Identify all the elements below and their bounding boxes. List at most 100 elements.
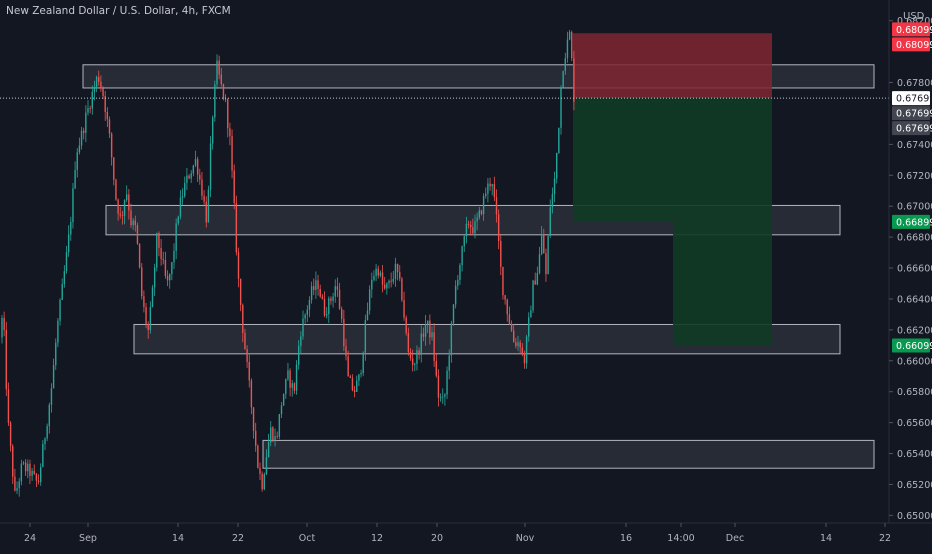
candle-body bbox=[98, 76, 100, 82]
candle-body bbox=[216, 60, 218, 85]
candle-body bbox=[44, 438, 46, 444]
candle-body bbox=[302, 318, 304, 337]
candle-body bbox=[495, 197, 498, 215]
candle-body bbox=[310, 286, 313, 300]
price-label-text: 0.67699 bbox=[896, 109, 932, 120]
candle-body bbox=[558, 127, 560, 153]
candle-body bbox=[497, 214, 500, 241]
time-tick-label: Nov bbox=[516, 533, 535, 544]
candle-body bbox=[35, 473, 38, 481]
candle-body bbox=[446, 370, 448, 395]
candle-body bbox=[433, 332, 435, 361]
candle-body bbox=[298, 346, 300, 365]
candle-body bbox=[429, 320, 431, 338]
candle-body bbox=[306, 309, 308, 315]
candle-body bbox=[530, 310, 532, 318]
candle-body bbox=[65, 252, 68, 272]
candle-body bbox=[95, 76, 98, 87]
price-label-target[interactable] bbox=[892, 214, 930, 229]
candle-body bbox=[457, 279, 459, 286]
price-label-text: 0.66899 bbox=[896, 217, 932, 228]
time-axis[interactable]: 24 Sep 14 22 Oct 12 20 Nov 16 14:00 Dec 14 22 bbox=[0, 522, 932, 544]
candle-body bbox=[366, 310, 369, 320]
candle-body bbox=[442, 396, 444, 398]
candle-body bbox=[14, 476, 16, 491]
candle-body bbox=[235, 202, 238, 253]
candle-body bbox=[274, 436, 276, 441]
candle-body bbox=[85, 112, 87, 133]
candle-body bbox=[5, 330, 7, 390]
candle-body bbox=[278, 414, 281, 437]
candle-body bbox=[349, 376, 351, 378]
candle-body bbox=[392, 278, 394, 282]
candle-body bbox=[52, 365, 55, 389]
candle-body bbox=[9, 422, 12, 447]
candle-body bbox=[485, 193, 487, 196]
candle-body bbox=[470, 224, 472, 228]
time-tick-label: 14 bbox=[820, 533, 832, 544]
candle-body bbox=[323, 298, 326, 316]
candle-body bbox=[231, 136, 233, 171]
candle-body bbox=[16, 488, 18, 491]
candle-body bbox=[356, 380, 358, 392]
price-label-entry[interactable] bbox=[892, 121, 930, 136]
support-zone-bottom[interactable] bbox=[262, 439, 875, 469]
candle-body bbox=[70, 222, 72, 235]
price-label-stop[interactable] bbox=[892, 22, 930, 37]
position-layer bbox=[573, 33, 772, 346]
candle-body bbox=[573, 58, 575, 102]
candle-body bbox=[368, 289, 371, 311]
candle-body bbox=[566, 39, 569, 59]
candle-body bbox=[282, 394, 285, 406]
candle-body bbox=[164, 260, 167, 276]
price-label-stop[interactable] bbox=[892, 37, 930, 52]
candle-body bbox=[143, 296, 145, 307]
candle-body bbox=[261, 473, 263, 490]
candle-body bbox=[405, 317, 407, 334]
candle-body bbox=[571, 32, 573, 59]
candle-body bbox=[239, 278, 242, 305]
price-label-target[interactable] bbox=[892, 338, 930, 353]
candle-body bbox=[437, 375, 440, 398]
candle-body bbox=[224, 98, 227, 100]
price-label-text: 0.67699 bbox=[896, 94, 932, 105]
candle-body bbox=[149, 306, 152, 331]
candle-body bbox=[416, 350, 418, 364]
candle-body bbox=[151, 287, 154, 307]
candle-body bbox=[119, 213, 121, 216]
candle-body bbox=[46, 426, 48, 439]
stop-loss-zone[interactable] bbox=[573, 33, 772, 99]
candle-body bbox=[386, 283, 388, 289]
price-axis[interactable]: USD 0.682000.678000.674000.672000.670000… bbox=[888, 0, 932, 550]
candle-body bbox=[345, 346, 347, 357]
candle-body bbox=[87, 108, 89, 113]
candle-body bbox=[568, 32, 571, 40]
candle-body bbox=[166, 275, 169, 281]
candle-body bbox=[203, 195, 205, 202]
candle-body bbox=[465, 223, 468, 237]
candle-body bbox=[364, 320, 367, 353]
candle-body bbox=[384, 284, 386, 289]
candle-body bbox=[100, 81, 102, 89]
profit-target-zone-upper[interactable] bbox=[573, 98, 772, 222]
candle-body bbox=[162, 259, 164, 261]
candle-body bbox=[93, 86, 96, 92]
candle-body bbox=[196, 159, 199, 175]
price-label-entry[interactable] bbox=[892, 106, 930, 121]
candle-body bbox=[491, 184, 493, 187]
candle-body bbox=[315, 280, 317, 290]
candle-body bbox=[12, 446, 14, 477]
candle-body bbox=[420, 333, 422, 355]
profit-target-zone-lower[interactable] bbox=[673, 221, 772, 346]
candle-body bbox=[72, 188, 74, 223]
candle-body bbox=[132, 220, 134, 226]
candle-body bbox=[246, 349, 248, 362]
price-labels-layer: 0.68099 0.68099 0.67699 0.67699 0.67699 0.668… bbox=[892, 22, 932, 353]
price-label-current[interactable] bbox=[892, 91, 930, 106]
candle-body bbox=[478, 210, 480, 218]
